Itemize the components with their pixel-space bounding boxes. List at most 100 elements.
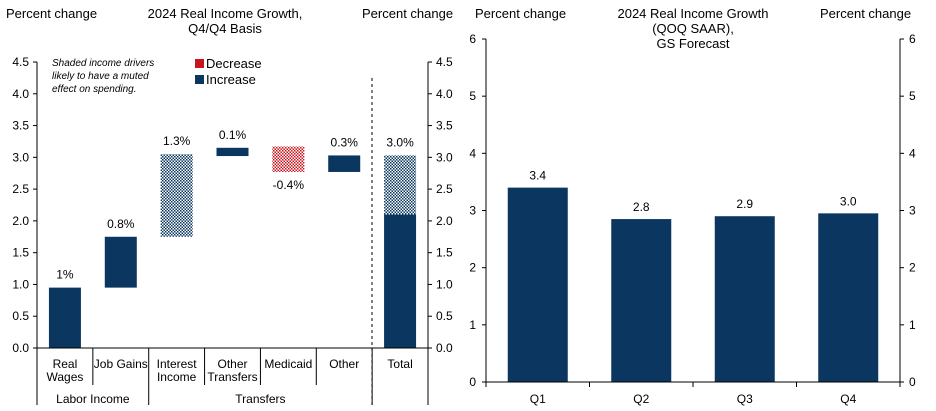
right-chart-y-axis-left: 0 1 2 3 4 5 6 xyxy=(469,32,487,389)
legend-label-increase: Increase xyxy=(206,72,256,87)
y-tick-label: 4.5 xyxy=(436,55,453,69)
y-tick-label: 4.0 xyxy=(436,87,453,101)
bar-job-gains xyxy=(104,236,137,288)
bar-value-label: 2.8 xyxy=(633,200,650,214)
y-tick-label: 2.5 xyxy=(436,182,453,196)
y-tick-label: 1 xyxy=(469,318,476,332)
legend-swatch-decrease xyxy=(195,59,204,68)
bar-q1 xyxy=(507,187,568,382)
bar-other xyxy=(328,155,361,172)
y-tick-label: 3.5 xyxy=(436,119,453,133)
x-category-label: Other xyxy=(329,357,359,371)
x-category-label: Q1 xyxy=(530,392,546,406)
x-category-label: Q3 xyxy=(737,392,753,406)
right-chart-title-line-2: (QOQ SAAR), xyxy=(652,21,734,36)
left-chart-bars: 1% 0.8% 1.3% 0.1% -0.4% 0.3% 3.0% xyxy=(48,128,417,348)
x-category-label: Q2 xyxy=(633,392,649,406)
bar-value-label: 0.8% xyxy=(107,217,135,231)
y-tick-label: 3.0 xyxy=(12,150,29,164)
y-tick-label: 5 xyxy=(909,89,916,103)
bar-value-label: 3.0 xyxy=(840,194,857,208)
right-chart: Percent change 2024 Real Income Growth (… xyxy=(469,6,916,406)
y-tick-label: 3 xyxy=(469,204,476,218)
bar-q4 xyxy=(818,213,879,382)
y-tick-label: 4 xyxy=(909,146,916,160)
left-chart-note-line-2: likely to have a muted xyxy=(52,71,149,82)
bar-value-label: 0.1% xyxy=(219,128,247,142)
x-category-label: Other xyxy=(217,357,247,371)
bar-q2 xyxy=(611,219,672,382)
left-chart-title-line-2: Q4/Q4 Basis xyxy=(188,21,262,36)
right-chart-x-axis: Q1 Q2 Q3 Q4 xyxy=(485,381,901,406)
bar-value-label: 1% xyxy=(56,268,74,282)
left-chart-note-line-1: Shaded income drivers xyxy=(52,58,154,69)
right-chart-title-line-1: 2024 Real Income Growth xyxy=(617,6,768,21)
right-chart-right-axis-label: Percent change xyxy=(820,6,911,21)
x-category-label: Transfers xyxy=(207,370,257,384)
x-category-label: Total xyxy=(387,357,412,371)
y-tick-label: 0.0 xyxy=(436,341,453,355)
y-tick-label: 2.0 xyxy=(436,214,453,228)
legend-swatch-increase xyxy=(195,75,204,84)
bar-value-label: 1.3% xyxy=(163,134,191,148)
bar-value-label: 0.3% xyxy=(331,135,359,149)
bar-total-solid xyxy=(384,214,417,348)
bar-value-label: 2.9 xyxy=(736,197,753,211)
left-chart: Percent change 2024 Real Income Growth, … xyxy=(6,6,453,406)
y-tick-label: 3.0 xyxy=(436,150,453,164)
left-chart-y-axis-right: 0.0 0.5 1.0 1.5 2.0 2.5 3.0 3.5 4.0 4.5 xyxy=(427,55,453,355)
left-chart-right-axis-label: Percent change xyxy=(362,6,453,21)
legend-label-decrease: Decrease xyxy=(206,56,262,71)
y-tick-label: 0 xyxy=(469,375,476,389)
bar-interest-income xyxy=(160,154,193,237)
bar-medicaid xyxy=(272,146,305,172)
y-tick-label: 2 xyxy=(469,261,476,275)
y-tick-label: 5 xyxy=(469,89,476,103)
right-chart-left-axis-label: Percent change xyxy=(475,6,566,21)
y-tick-label: 2.5 xyxy=(12,182,29,196)
bar-real-wages xyxy=(48,287,81,348)
bar-value-label: -0.4% xyxy=(273,178,305,192)
left-chart-legend: Decrease Increase xyxy=(195,56,262,87)
y-tick-label: 0.5 xyxy=(436,309,453,323)
left-chart-y-axis-left: 0.0 0.5 1.0 1.5 2.0 2.5 3.0 3.5 4.0 4.5 xyxy=(12,55,38,355)
y-tick-label: 1 xyxy=(909,318,916,332)
left-chart-title-line-1: 2024 Real Income Growth, xyxy=(148,6,303,21)
bar-total-shaded xyxy=(384,155,417,215)
y-tick-label: 2 xyxy=(909,261,916,275)
y-tick-label: 2.0 xyxy=(12,214,29,228)
y-tick-label: 4.5 xyxy=(12,55,29,69)
y-tick-label: 4.0 xyxy=(12,87,29,101)
x-category-label: Real xyxy=(53,357,78,371)
y-tick-label: 1.5 xyxy=(436,246,453,260)
x-category-label: Job Gains xyxy=(94,357,148,371)
y-tick-label: 3 xyxy=(909,204,916,218)
y-tick-label: 1.5 xyxy=(12,246,29,260)
left-chart-left-axis-label: Percent change xyxy=(6,6,97,21)
right-chart-y-axis-right: 0 1 2 3 4 5 6 xyxy=(899,32,916,389)
y-tick-label: 1.0 xyxy=(436,277,453,291)
bar-other-transfers xyxy=(216,147,249,157)
bar-value-label: 3.4 xyxy=(529,169,546,183)
x-group-label: Transfers xyxy=(235,392,285,406)
x-category-label: Medicaid xyxy=(264,357,312,371)
y-tick-label: 6 xyxy=(469,32,476,46)
bar-q3 xyxy=(714,216,775,382)
bar-value-label: 3.0% xyxy=(386,135,414,149)
y-tick-label: 0.5 xyxy=(12,309,29,323)
y-tick-label: 0 xyxy=(909,375,916,389)
x-category-label: Wages xyxy=(46,370,83,384)
y-tick-label: 6 xyxy=(909,32,916,46)
y-tick-label: 0.0 xyxy=(12,341,29,355)
y-tick-label: 3.5 xyxy=(12,119,29,133)
x-category-label: Income xyxy=(157,370,197,384)
x-category-label: Interest xyxy=(157,357,198,371)
left-chart-note-line-3: effect on spending. xyxy=(52,84,137,95)
right-chart-bars: 3.4 2.8 2.9 3.0 xyxy=(507,169,879,382)
y-tick-label: 4 xyxy=(469,146,476,160)
right-chart-title-line-3: GS Forecast xyxy=(657,36,730,51)
x-group-label: Labor Income xyxy=(56,392,130,406)
x-category-label: Q4 xyxy=(840,392,856,406)
